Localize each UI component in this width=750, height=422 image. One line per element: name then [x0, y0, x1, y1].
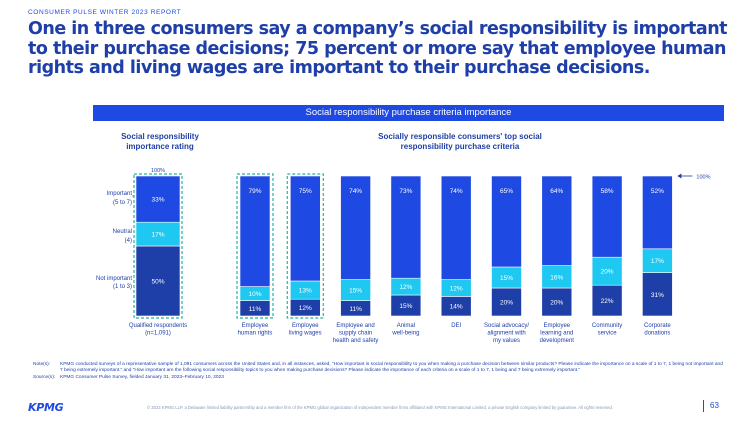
right-bar-value-label: 15% — [399, 303, 412, 310]
left-row-label: Not important — [96, 276, 132, 282]
kpmg-logo: KPMG — [28, 401, 64, 414]
note-label: Note(s): — [33, 362, 51, 367]
right-bar-segment — [591, 175, 623, 258]
right-category-label: well-being — [391, 331, 419, 337]
right-bar-highlight-border — [286, 173, 324, 319]
right-category-label: Animal — [397, 323, 415, 329]
right-bar-value-label: 65% — [500, 188, 513, 195]
right-bar-value-label: 10% — [248, 291, 261, 298]
right-bar-value-label: 73% — [399, 188, 412, 195]
left-row-label: Important — [107, 191, 133, 197]
left-row-label: (4) — [125, 238, 132, 244]
right-category-label: DEI — [451, 323, 461, 329]
left-bar-segment — [135, 175, 181, 223]
right-category-label: Community — [592, 323, 622, 329]
right-bar-highlight-border — [236, 173, 274, 319]
right-category-label: alignment with — [487, 331, 525, 337]
right-bar-value-label: 20% — [500, 300, 513, 307]
right-bar-value-label: 20% — [601, 269, 614, 276]
right-bar-value-label: 58% — [601, 188, 614, 195]
left-row-label: (5 to 7) — [113, 200, 132, 206]
source-text: KPMG Consumer Pulse Survey, fielded Janu… — [60, 374, 224, 380]
section-banner: Social responsibility purchase criteria … — [93, 105, 724, 121]
right-bar-segment — [440, 175, 472, 280]
right-category-label: service — [598, 331, 618, 337]
report-label: CONSUMER PULSE WINTER 2023 REPORT — [28, 9, 182, 16]
left-bar-highlight-border — [133, 173, 183, 319]
right-category-label: Employee and — [336, 323, 374, 329]
right-bar-value-label: 31% — [651, 292, 664, 299]
right-bar-value-label: 74% — [349, 188, 362, 195]
right-bar-value-label: 52% — [651, 188, 664, 195]
right-category-label: human rights — [238, 331, 273, 337]
right-category-label: Employee — [242, 323, 269, 329]
left-chart-title: Social responsibility importance rating — [121, 132, 199, 151]
right-bar-value-label: 64% — [550, 188, 563, 195]
right-category-label: living wages — [289, 331, 322, 337]
right-bar-segment — [491, 287, 522, 317]
right-bar-segment — [491, 175, 522, 268]
right-category-label: Social advocacy/ — [484, 323, 529, 329]
right-bar-value-label: 12% — [450, 286, 463, 293]
right-category-label: learning and — [540, 331, 573, 337]
right-bar-segment — [591, 256, 623, 286]
left-row-label: Neutral — [113, 229, 132, 235]
right-category-label: supply chain — [339, 331, 372, 337]
right-bar-value-label: 75% — [299, 188, 312, 195]
right-bar-value-label: 14% — [450, 304, 463, 311]
right-chart-title: Socially responsible consumers' top soci… — [378, 132, 542, 151]
right-bar-segment — [642, 272, 673, 317]
right-category-label: health and safety — [333, 338, 379, 344]
right-bar-segment — [289, 175, 321, 282]
right-bar-segment — [340, 175, 371, 280]
right-bar-value-label: 13% — [299, 288, 312, 295]
right-bar-value-label: 15% — [500, 275, 513, 282]
reference-arrow-head — [677, 173, 682, 179]
left-row-label: (1 to 3) — [113, 284, 132, 290]
right-bar-value-label: 22% — [601, 298, 614, 305]
right-bar-value-label: 17% — [651, 258, 664, 265]
right-bar-value-label: 12% — [299, 305, 312, 312]
right-category-label: my values — [493, 338, 520, 344]
right-category-label: Corporate — [644, 323, 671, 329]
right-bar-segment — [390, 175, 422, 279]
page-number: 63 — [703, 400, 719, 412]
left-category-label: Qualified respondents — [129, 323, 187, 329]
left-category-label: (n=1,091) — [145, 331, 171, 337]
notes-section: Note(s): KPMG conducted surveys of a repr… — [33, 362, 723, 381]
left-bar-value-label: 17% — [151, 232, 164, 239]
right-bar-value-label: 74% — [450, 188, 463, 195]
right-category-label: donations — [644, 331, 670, 337]
right-bar-value-label: 11% — [349, 306, 362, 313]
left-bar-value-label: 50% — [151, 279, 164, 286]
reference-label: 100% — [696, 175, 710, 181]
note-text: KPMG conducted surveys of a representati… — [60, 362, 723, 374]
right-category-label: Employee — [543, 323, 570, 329]
left-bar-total-label: 100% — [151, 168, 165, 174]
page-headline: One in three consumers say a company’s s… — [28, 19, 728, 78]
right-bar-value-label: 20% — [550, 300, 563, 307]
left-bar-value-label: 33% — [151, 197, 164, 204]
right-bar-segment — [541, 287, 573, 317]
right-bar-segment — [239, 175, 271, 287]
right-category-label: development — [540, 338, 575, 344]
right-bar-segment — [591, 284, 623, 317]
right-bar-value-label: 12% — [399, 284, 412, 291]
right-bar-value-label: 79% — [248, 188, 261, 195]
copyright-text: © 2023 KPMG LLP, a Delaware limited liab… — [147, 405, 613, 410]
right-bar-segment — [642, 175, 673, 250]
source-label: Source(s): — [33, 374, 56, 380]
right-bar-value-label: 15% — [349, 288, 362, 295]
right-bar-value-label: 11% — [249, 306, 262, 313]
right-bar-value-label: 16% — [550, 274, 563, 281]
right-category-label: Employee — [292, 323, 319, 329]
right-bar-segment — [541, 175, 573, 266]
